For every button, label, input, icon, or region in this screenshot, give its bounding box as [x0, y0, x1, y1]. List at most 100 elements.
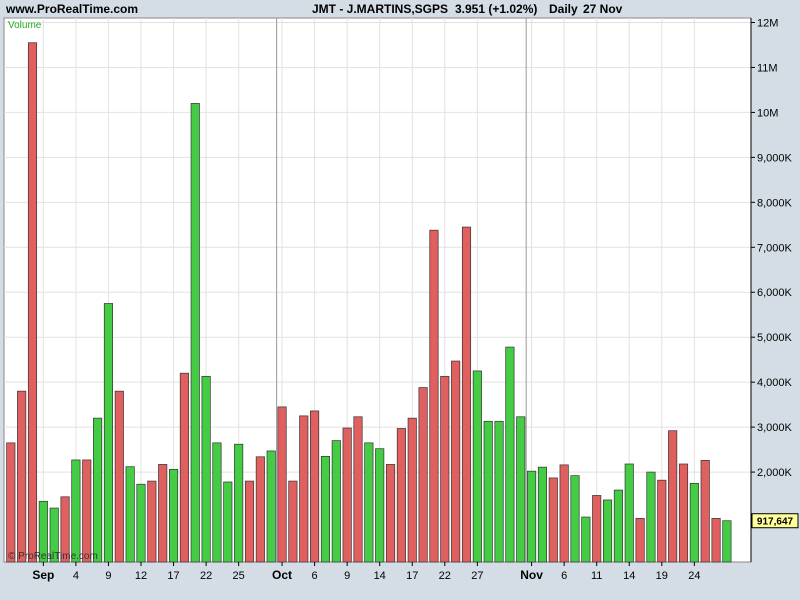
y-tick-label: 6,000K [757, 287, 793, 299]
x-tick-label: 9 [344, 570, 350, 582]
volume-bar[interactable] [668, 430, 678, 563]
watermark: © ProRealTime.com [8, 551, 98, 562]
volume-bar[interactable] [71, 459, 81, 563]
volume-bar[interactable] [223, 481, 233, 563]
volume-bar[interactable] [125, 466, 135, 563]
y-tick-label: 11M [757, 62, 778, 74]
x-tick-label: 22 [200, 570, 212, 582]
volume-bar[interactable] [461, 226, 472, 563]
x-tick-label: 4 [73, 570, 79, 582]
volume-bar[interactable] [190, 103, 200, 563]
volume-bar[interactable] [103, 303, 113, 563]
volume-bar[interactable] [527, 470, 537, 563]
volume-bar[interactable] [418, 387, 428, 563]
volume-bar[interactable] [82, 459, 92, 563]
panel-label: Volume [8, 20, 42, 31]
x-tick-label: 12 [135, 570, 147, 582]
x-tick-label: 14 [623, 570, 635, 582]
volume-bars [6, 42, 732, 563]
volume-bar[interactable] [179, 372, 189, 563]
volume-bar[interactable] [212, 442, 222, 563]
volume-bar[interactable] [320, 455, 330, 563]
volume-bar[interactable] [331, 440, 341, 563]
volume-bar[interactable] [364, 442, 374, 563]
volume-bar[interactable] [711, 518, 721, 563]
x-tick-label: 14 [374, 570, 386, 582]
y-tick-label: 8,000K [757, 197, 793, 209]
volume-bar[interactable] [299, 415, 309, 563]
volume-bar[interactable] [353, 416, 363, 563]
volume-bar[interactable] [407, 417, 417, 563]
x-tick-label: Oct [272, 568, 292, 582]
x-tick-label: 22 [439, 570, 451, 582]
volume-bar[interactable] [201, 375, 211, 563]
y-axis: 2,000K 3,000K 4,000K 5,000K 6,000K 7,000K 8,00… [750, 17, 793, 562]
site-name[interactable]: www.ProRealTime.com [6, 2, 139, 16]
volume-bar[interactable] [136, 483, 146, 563]
volume-bar[interactable] [440, 375, 450, 563]
y-tick-label: 9,000K [757, 152, 793, 164]
volume-bar[interactable] [169, 469, 179, 563]
volume-bar[interactable] [483, 420, 493, 563]
volume-bar[interactable] [342, 427, 352, 563]
volume-bar[interactable] [147, 480, 157, 563]
x-tick-label: 6 [312, 570, 318, 582]
volume-bar[interactable] [646, 471, 656, 563]
volume-bar[interactable] [537, 466, 547, 563]
x-axis: Sep 4 9 12 17 22 25 Oct 6 9 14 17 22 27 Nov 6 11 14 19 24 [32, 562, 700, 582]
grid-lines [4, 18, 751, 562]
y-tick-label: 4,000K [757, 377, 793, 389]
volume-bar[interactable] [386, 464, 396, 563]
volume-bar[interactable] [689, 482, 699, 563]
volume-bar[interactable] [375, 448, 385, 563]
volume-bar[interactable] [635, 518, 645, 563]
volume-bar[interactable] [613, 489, 623, 563]
current-value-box [751, 513, 799, 529]
volume-bar[interactable] [17, 390, 27, 563]
volume-bar[interactable] [310, 410, 320, 563]
volume-bar[interactable] [624, 463, 634, 563]
y-tick-label: 12M [757, 17, 778, 29]
volume-bar[interactable] [266, 450, 276, 563]
volume-bar[interactable] [592, 495, 602, 563]
x-tick-label: 27 [471, 570, 483, 582]
volume-bar[interactable] [516, 416, 526, 563]
x-tick-label: Nov [520, 568, 543, 582]
symbol-name: JMT - J.MARTINS,SGPS [312, 2, 449, 16]
volume-bar[interactable] [255, 456, 265, 563]
last-price: 3.951 (+1.02%) [455, 2, 538, 16]
volume-bar[interactable] [548, 477, 558, 563]
volume-bar[interactable] [60, 496, 70, 563]
y-tick-label: 3,000K [757, 422, 793, 434]
volume-bar[interactable] [396, 428, 406, 563]
volume-bar[interactable] [722, 520, 732, 563]
volume-bar[interactable] [288, 480, 298, 563]
volume-bar[interactable] [49, 507, 59, 563]
volume-bar[interactable] [114, 390, 124, 563]
volume-bar[interactable] [657, 479, 667, 563]
volume-bar[interactable] [581, 516, 591, 563]
volume-bar[interactable] [93, 417, 103, 563]
volume-bar[interactable] [234, 443, 244, 563]
volume-bar[interactable] [277, 406, 287, 563]
x-tick-label: 17 [406, 570, 418, 582]
volume-bar[interactable] [570, 475, 580, 563]
volume-bar[interactable] [451, 360, 461, 563]
volume-bar[interactable] [27, 42, 38, 563]
current-value-label: 917,647 [757, 517, 794, 528]
volume-bar[interactable] [244, 480, 255, 563]
volume-bar[interactable] [472, 370, 482, 563]
volume-bar[interactable] [494, 420, 504, 563]
volume-bar[interactable] [6, 442, 16, 563]
x-tick-label: 24 [688, 570, 700, 582]
volume-bar[interactable] [158, 464, 168, 563]
volume-bar[interactable] [505, 346, 515, 563]
volume-bar[interactable] [700, 460, 710, 563]
volume-bar[interactable] [678, 463, 689, 563]
y-tick-label: 2,000K [757, 467, 793, 479]
volume-bar[interactable] [602, 499, 613, 563]
x-tick-label: 19 [656, 570, 668, 582]
volume-bar[interactable] [429, 229, 439, 563]
volume-bar[interactable] [559, 464, 569, 563]
